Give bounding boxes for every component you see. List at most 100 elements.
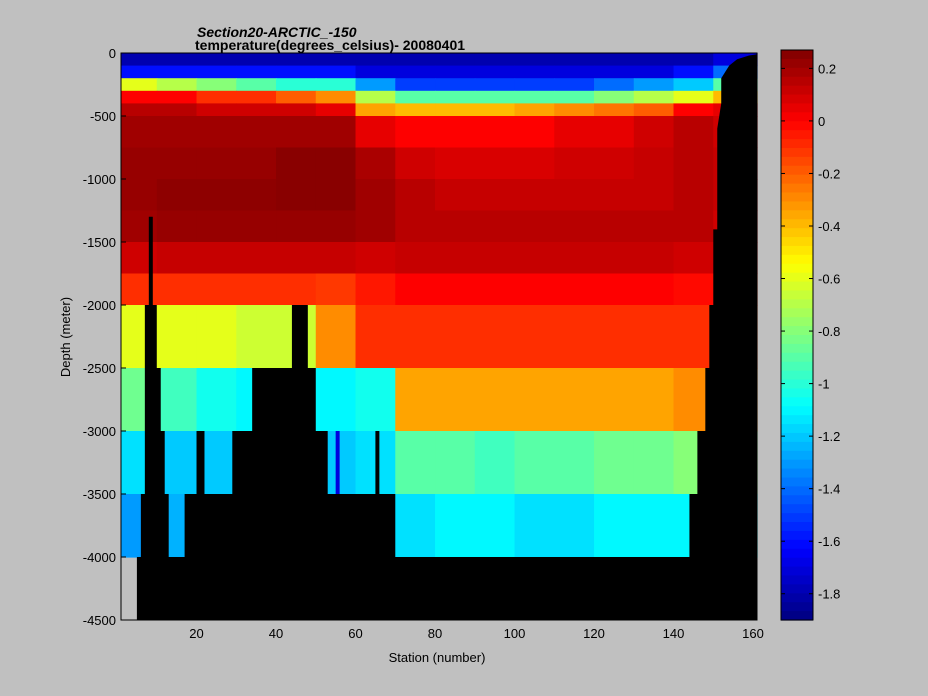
chart-subtitle: temperature(degrees_celsius)- 20080401 <box>195 37 465 53</box>
heatmap-cell <box>474 147 516 180</box>
heatmap-cell <box>514 210 555 243</box>
heatmap-cell <box>315 53 357 67</box>
heatmap-cell <box>276 90 317 104</box>
x-tick-label: 60 <box>348 626 362 641</box>
heatmap-cell <box>673 242 714 275</box>
heatmap-cell <box>554 53 595 67</box>
heatmap-cell <box>514 65 555 79</box>
heatmap-cell <box>474 210 516 243</box>
heatmap-cell <box>315 116 357 149</box>
heatmap-cell <box>355 179 396 212</box>
heatmap-cell <box>435 368 476 432</box>
heatmap-cell <box>315 179 357 212</box>
heatmap-cell <box>355 53 396 67</box>
heatmap-cell <box>196 305 237 369</box>
x-tick-label: 160 <box>742 626 764 641</box>
heatmap-cell <box>355 305 396 369</box>
heatmap-cell <box>395 103 436 117</box>
heatmap-cell <box>435 494 476 558</box>
heatmap-cell <box>315 65 357 79</box>
colorbar-tick-label: -0.2 <box>818 166 840 181</box>
heatmap-cell <box>236 116 277 149</box>
colorbar-tick-label: -0.4 <box>818 219 840 234</box>
heatmap-cell <box>514 494 555 558</box>
heatmap-cell <box>474 273 516 306</box>
heatmap-cell <box>395 147 436 180</box>
heatmap-cell <box>594 305 635 369</box>
heatmap-cell <box>594 103 635 117</box>
heatmap-cell <box>121 147 158 180</box>
heatmap-cell <box>673 273 714 306</box>
y-tick-label: -3500 <box>83 487 116 502</box>
heatmap-cell <box>554 273 595 306</box>
heatmap-cell <box>196 65 237 79</box>
heatmap-cell <box>474 431 516 495</box>
heatmap-cell <box>156 210 198 243</box>
heatmap-cell <box>474 78 516 92</box>
heatmap-cell <box>594 53 635 67</box>
heatmap-cell <box>395 65 436 79</box>
heatmap-cell <box>673 90 714 104</box>
heatmap-cell <box>594 368 635 432</box>
colorbar-tick-label: 0 <box>818 114 825 129</box>
heatmap-cell <box>554 210 595 243</box>
colorbar-swatch <box>781 432 813 443</box>
heatmap-cell <box>554 242 595 275</box>
colorbar-swatch <box>781 290 813 300</box>
colorbar-swatch <box>781 121 813 131</box>
colorbar-swatch <box>781 317 813 327</box>
heatmap-cell <box>594 65 635 79</box>
plot-frame <box>120 52 758 621</box>
y-tick-label: -2500 <box>83 361 116 376</box>
y-tick-label: -4500 <box>83 613 116 628</box>
heatmap-cell <box>435 53 476 67</box>
colorbar-swatch <box>781 593 813 603</box>
heatmap-cell <box>633 494 675 558</box>
y-tick-label: -500 <box>90 109 116 124</box>
heatmap-cell <box>474 116 516 149</box>
colorbar-swatch <box>781 539 813 550</box>
heatmap-cell <box>355 368 396 432</box>
heatmap-cell <box>435 90 476 104</box>
heatmap-cell <box>554 116 595 149</box>
heatmap-cell <box>554 65 595 79</box>
heatmap-cell <box>474 242 516 275</box>
colorbar-swatch <box>781 450 813 461</box>
heatmap-cell <box>514 431 555 495</box>
colorbar-swatch <box>781 513 813 523</box>
colorbar-swatch <box>781 343 813 354</box>
heatmap-cell <box>594 90 635 104</box>
heatmap-cell <box>196 210 237 243</box>
heatmap-cell <box>594 179 635 212</box>
colorbar-swatch <box>781 308 813 318</box>
heatmap-cell <box>315 78 357 92</box>
heatmap-cell <box>121 116 158 149</box>
heatmap-cell <box>276 103 317 117</box>
heatmap-cell <box>236 78 277 92</box>
y-tick-label: -3000 <box>83 424 116 439</box>
x-tick-label: 20 <box>189 626 203 641</box>
colorbar-swatch <box>781 272 813 283</box>
colorbar-swatch <box>781 210 813 220</box>
heatmap-cell <box>633 65 675 79</box>
heatmap-cell <box>594 116 635 149</box>
heatmap-cell <box>554 179 595 212</box>
colorbar-tick-label: -1.4 <box>818 482 840 497</box>
colorbar-swatch <box>781 139 813 149</box>
colorbar-swatch <box>781 254 813 265</box>
heatmap-cell <box>355 78 396 92</box>
colorbar-swatch <box>781 201 813 211</box>
heatmap-cell <box>395 273 436 306</box>
heatmap-cell <box>276 65 317 79</box>
heatmap-cell <box>315 368 357 432</box>
colorbar-swatch <box>781 94 813 105</box>
colorbar-tick-label: -0.8 <box>818 324 840 339</box>
heatmap-cell <box>594 210 635 243</box>
heatmap-cell <box>633 273 675 306</box>
heatmap-cell <box>156 147 198 180</box>
heatmap-cell <box>196 103 237 117</box>
colorbar-swatch <box>781 237 813 247</box>
heatmap-cell <box>395 90 436 104</box>
heatmap-cell <box>236 147 277 180</box>
heatmap-cell <box>156 78 198 92</box>
